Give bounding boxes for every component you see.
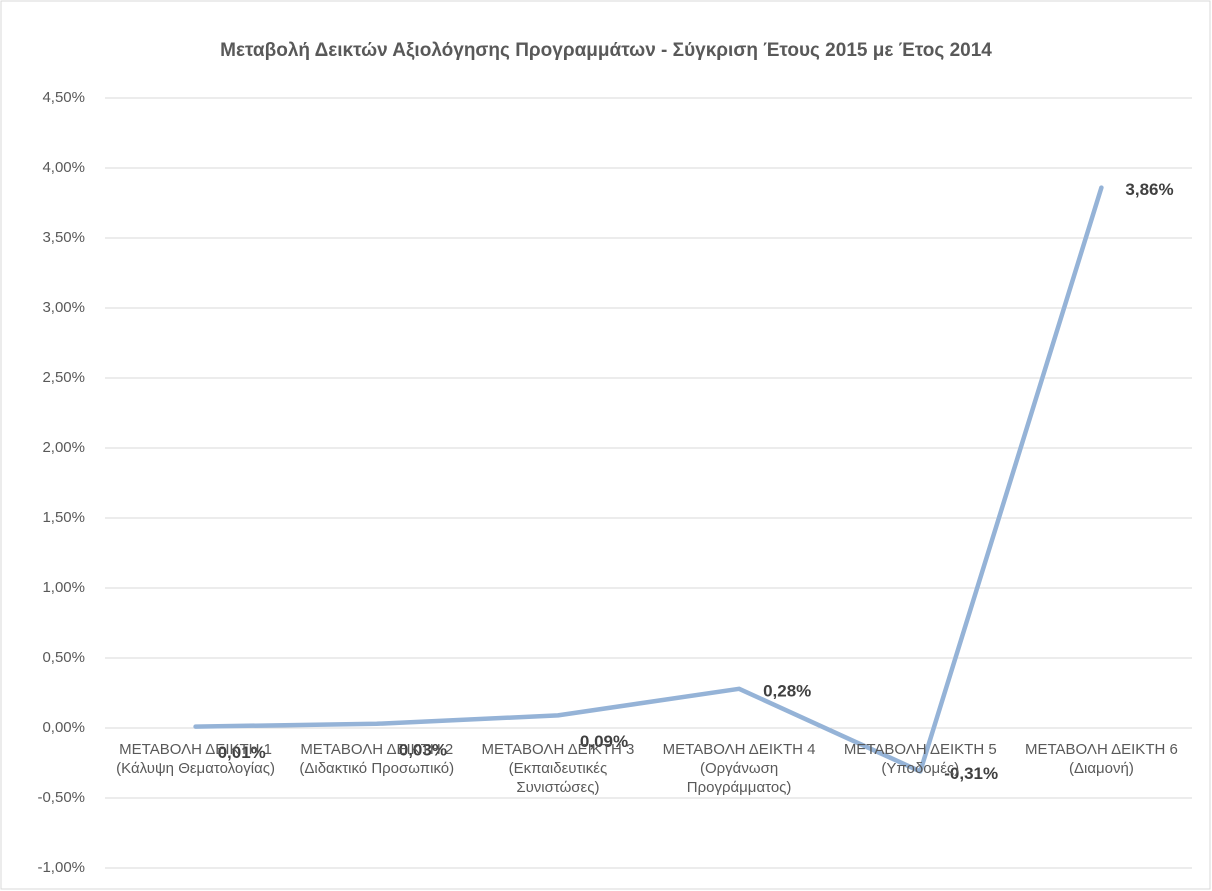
- y-tick-label: 1,50%: [42, 509, 85, 526]
- x-tick-label: ΜΕΤΑΒΟΛΗ ΔΕΙΚΤΗ 3 (Εκπαιδευτικές Συνιστώ…: [481, 741, 635, 796]
- x-tick-label: ΜΕΤΑΒΟΛΗ ΔΕΙΚΤΗ 6 (Διαμονή): [1024, 741, 1178, 777]
- y-tick-label: -1,00%: [37, 859, 85, 876]
- x-tick-label: ΜΕΤΑΒΟΛΗ ΔΕΙΚΤΗ 5 (Υποδομές): [843, 741, 997, 777]
- data-label: 0,09%: [580, 732, 628, 751]
- y-tick-label: 3,50%: [42, 229, 85, 246]
- y-tick-label: 4,00%: [42, 159, 85, 176]
- data-label: 3,86%: [1125, 180, 1173, 199]
- x-tick-label: ΜΕΤΑΒΟΛΗ ΔΕΙΚΤΗ 1 (Κάλυψη Θεματολογίας): [116, 741, 275, 777]
- y-tick-label: 1,00%: [42, 579, 85, 596]
- chart-title: Μεταβολή Δεικτών Αξιολόγησης Προγραμμάτω…: [220, 40, 992, 61]
- data-label: -0,31%: [944, 764, 998, 783]
- y-tick-label: 3,00%: [42, 299, 85, 316]
- y-tick-label: 2,00%: [42, 439, 85, 456]
- x-tick-label: ΜΕΤΑΒΟΛΗ ΔΕΙΚΤΗ 2 (Διδακτικό Προσωπικό): [299, 741, 455, 777]
- y-tick-label: 2,50%: [42, 369, 85, 386]
- y-tick-label: 0,00%: [42, 719, 85, 736]
- y-tick-label: -0,50%: [37, 789, 85, 806]
- y-tick-label: 4,50%: [42, 89, 85, 106]
- data-label: 0,03%: [399, 740, 447, 759]
- data-label: 0,28%: [763, 681, 811, 700]
- x-tick-label: ΜΕΤΑΒΟΛΗ ΔΕΙΚΤΗ 4 (Οργάνωση Προγράμματος…: [662, 741, 816, 796]
- y-tick-label: 0,50%: [42, 649, 85, 666]
- data-label: 0,01%: [218, 743, 266, 762]
- line: [193, 185, 1104, 774]
